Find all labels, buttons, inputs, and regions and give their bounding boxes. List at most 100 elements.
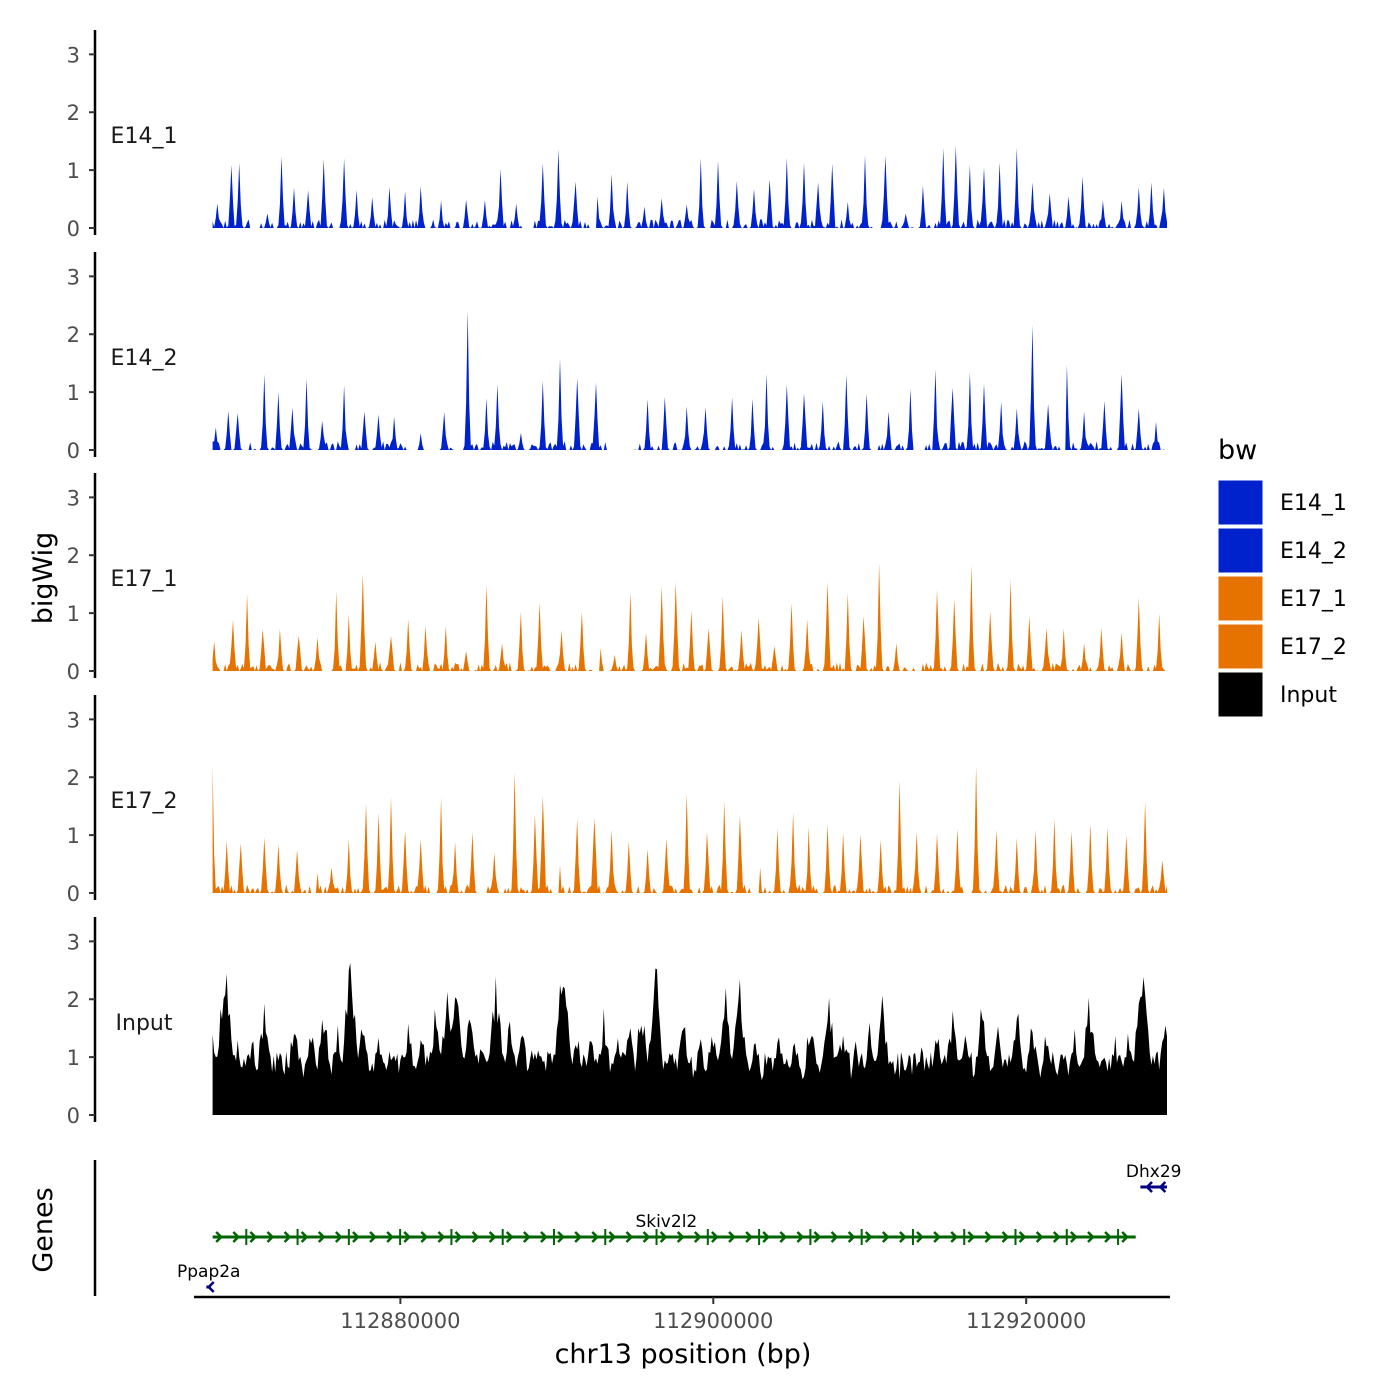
legend-label: E14_1 xyxy=(1280,491,1347,516)
y-tick-label: 3 xyxy=(67,708,80,732)
signal-area-E14_1 xyxy=(212,145,1168,228)
strand-arrow xyxy=(557,1231,565,1243)
strand-arrow xyxy=(352,1231,360,1243)
legend: bw E14_1 E14_2 E17_1 E17_2 Input xyxy=(1217,435,1347,718)
strand-arrow xyxy=(1158,1181,1167,1193)
signal-area-E17_2 xyxy=(212,765,1168,893)
x-axis: 112880000 112900000 112920000 xyxy=(194,1295,1170,1333)
track-label-E14_1: E14_1 xyxy=(111,124,178,149)
gene-label: Dhx29 xyxy=(1126,1162,1182,1182)
strand-arrow xyxy=(1018,1231,1027,1243)
y-tick-label: 2 xyxy=(67,988,80,1012)
strand-arrow xyxy=(206,1281,215,1293)
legend-label: E14_2 xyxy=(1280,539,1347,564)
track-label-E17_1: E17_1 xyxy=(111,567,178,592)
panel-Input: 0 1 2 3 Input xyxy=(67,917,1168,1128)
y-tick-label: 2 xyxy=(67,323,80,347)
panel-E17_2: 0 1 2 3 E17_2 xyxy=(67,695,1168,906)
y-tick-label: 1 xyxy=(67,381,80,405)
strand-arrow xyxy=(1069,1231,1078,1243)
x-axis-title: chr13 position (bp) xyxy=(555,1339,812,1370)
strand-arrow xyxy=(420,1231,429,1243)
panel-E14_2: 0 1 2 3 E14_2 xyxy=(67,252,1168,463)
y-tick-label: 0 xyxy=(67,217,80,241)
strand-arrow xyxy=(642,1231,651,1243)
gene-Dhx29: Dhx29 xyxy=(1126,1162,1182,1193)
y-tick-label: 1 xyxy=(67,602,80,626)
strand-arrow xyxy=(540,1231,548,1243)
y-axis-title: bigWig xyxy=(28,532,59,625)
y-tick-label: 3 xyxy=(67,486,80,510)
legend-key-E14_2 xyxy=(1217,527,1264,574)
panel-E17_1: 0 1 2 3 E17_1 xyxy=(67,473,1168,684)
legend-key-E17_1 xyxy=(1217,575,1264,622)
strand-arrow xyxy=(454,1231,463,1243)
y-tick-label: 2 xyxy=(67,544,80,568)
strand-arrow xyxy=(369,1231,377,1243)
track-panels: 0 1 2 3 E14_1 0 1 2 3 E14_2 0 1 2 3 E17_1 0 1 2 3 E17_2 0 1 2 3… xyxy=(67,30,1168,1128)
strand-arrow xyxy=(933,1231,941,1243)
strand-arrow xyxy=(916,1231,924,1243)
y-tick-label: 1 xyxy=(67,1046,80,1070)
strand-arrow xyxy=(403,1231,411,1243)
x-tick-label: 112900000 xyxy=(653,1309,773,1333)
strand-arrow xyxy=(899,1231,907,1243)
strand-arrow xyxy=(762,1231,770,1243)
strand-arrow xyxy=(522,1231,531,1243)
strand-arrow xyxy=(505,1231,514,1243)
strand-arrow xyxy=(779,1231,788,1243)
strand-arrow xyxy=(266,1231,275,1243)
y-tick-label: 3 xyxy=(67,43,80,67)
strand-arrow xyxy=(249,1231,258,1243)
legend-label: E17_1 xyxy=(1280,587,1347,612)
y-tick-label: 1 xyxy=(67,824,80,848)
y-tick-label: 3 xyxy=(67,930,80,954)
x-tick-label: 112880000 xyxy=(340,1309,460,1333)
genes-panel: Ppap2a Skiv2l2 Dhx29 xyxy=(93,1160,1182,1296)
strand-arrow xyxy=(283,1231,292,1243)
strand-arrow xyxy=(728,1231,736,1243)
y-tick-label: 0 xyxy=(67,1104,80,1128)
strand-arrow xyxy=(676,1231,685,1243)
y-tick-label: 0 xyxy=(67,439,80,463)
gene-label: Ppap2a xyxy=(177,1262,240,1282)
y-tick-label: 1 xyxy=(67,159,80,183)
signal-area-E14_2 xyxy=(212,310,1168,450)
gene-Ppap2a: Ppap2a xyxy=(177,1262,240,1293)
strand-arrow xyxy=(1087,1231,1095,1243)
strand-arrow xyxy=(796,1231,805,1243)
genes-axis-title: Genes xyxy=(28,1187,59,1272)
strand-arrow xyxy=(745,1231,753,1243)
strand-arrow xyxy=(215,1231,223,1243)
signal-area-Input xyxy=(212,962,1168,1115)
strand-arrow xyxy=(830,1231,839,1243)
strand-arrow xyxy=(1001,1231,1010,1243)
strand-arrow xyxy=(711,1231,719,1243)
strand-arrow xyxy=(334,1231,343,1243)
strand-arrow xyxy=(317,1231,326,1243)
strand-arrow xyxy=(984,1231,993,1243)
strand-arrow xyxy=(625,1231,634,1243)
strand-arrow xyxy=(847,1231,856,1243)
legend-label: E17_2 xyxy=(1280,635,1347,660)
panel-E14_1: 0 1 2 3 E14_1 xyxy=(67,30,1168,241)
strand-arrow xyxy=(471,1231,480,1243)
strand-arrow xyxy=(386,1231,394,1243)
y-tick-label: 0 xyxy=(67,660,80,684)
strand-arrow xyxy=(1052,1231,1061,1243)
gene-Skiv2l2: Skiv2l2 xyxy=(212,1212,1136,1245)
legend-key-E17_2 xyxy=(1217,623,1264,670)
y-tick-label: 2 xyxy=(67,766,80,790)
legend-label: Input xyxy=(1280,683,1337,708)
strand-arrow xyxy=(574,1231,582,1243)
signal-area-E17_1 xyxy=(212,563,1168,671)
strand-arrow xyxy=(950,1231,958,1243)
legend-key-E14_1 xyxy=(1217,479,1264,526)
strand-arrow xyxy=(813,1231,822,1243)
strand-arrow xyxy=(488,1231,497,1243)
y-tick-label: 3 xyxy=(67,265,80,289)
track-label-Input: Input xyxy=(116,1011,173,1036)
y-tick-label: 0 xyxy=(67,882,80,906)
gene-label: Skiv2l2 xyxy=(635,1212,697,1232)
strand-arrow xyxy=(1121,1231,1129,1243)
